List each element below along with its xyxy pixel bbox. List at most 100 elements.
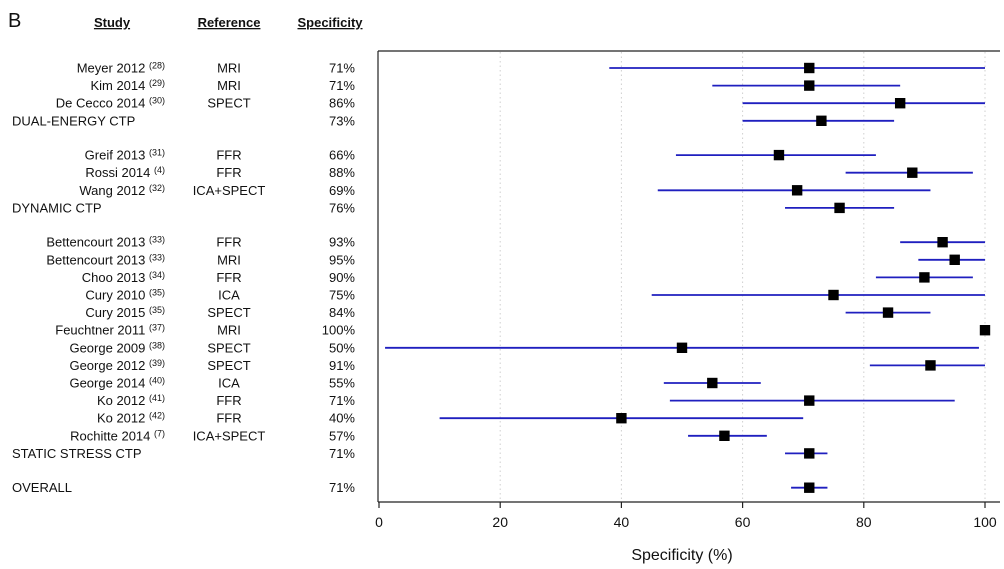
subtotal-row: STATIC STRESS CTP 71% (12, 446, 355, 461)
row-study-label: DUAL-ENERGY CTP (12, 113, 135, 128)
row-study-label: De Cecco 2014 (30) (56, 96, 165, 111)
row-specificity-label: 100% (322, 323, 356, 338)
row-specificity-label: 55% (329, 376, 355, 391)
point-estimate (804, 448, 815, 459)
study-name: Greif 2013 (85, 148, 149, 163)
study-rows: Meyer 2012 (28) MRI 71% Kim 2014 (29) MRI 71%… (12, 61, 355, 496)
row-reference-label: MRI (217, 323, 241, 338)
study-row: Kim 2014 (29) MRI 71% (90, 78, 355, 93)
study-name: Ko 2012 (97, 393, 149, 408)
point-estimate (804, 482, 815, 493)
point-estimate (791, 185, 803, 196)
row-reference-label: MRI (217, 252, 241, 267)
point-estimate (616, 413, 627, 424)
subtotal-row: DYNAMIC CTP 76% (12, 200, 355, 215)
x-tick-label-2: 40 (614, 514, 630, 530)
row-study-label: Ko 2012 (41) (97, 393, 165, 408)
row-study-label: Wang 2012 (32) (79, 183, 165, 198)
row-specificity-label: 75% (329, 288, 355, 303)
reference-number: (31) (149, 148, 165, 158)
row-study-label: George 2012 (39) (69, 358, 165, 373)
row-study-label: STATIC STRESS CTP (12, 446, 142, 461)
study-row: George 2012 (39) SPECT 91% (69, 358, 355, 373)
study-row: Bettencourt 2013 (33) FFR 93% (46, 235, 355, 250)
reference-number: (35) (149, 288, 165, 298)
row-specificity-label: 71% (329, 78, 355, 93)
study-name: George 2009 (69, 340, 149, 355)
row-specificity-label: 90% (329, 270, 355, 285)
ci-and-markers (385, 62, 991, 493)
row-reference-label: FFR (216, 411, 241, 426)
point-estimate (882, 307, 894, 318)
row-study-label: Rochitte 2014 (7) (70, 428, 165, 443)
study-row: Ko 2012 (42) FFR 40% (97, 411, 355, 426)
study-row: George 2009 (38) SPECT 50% (69, 340, 355, 355)
study-row: Wang 2012 (32) ICA+SPECT 69% (79, 183, 355, 198)
x-tick-label-0: 0 (375, 514, 383, 530)
reference-number: (7) (154, 428, 165, 438)
row-reference-label: SPECT (207, 305, 250, 320)
point-estimate (925, 360, 936, 371)
row-study-label: Cury 2015 (35) (85, 305, 165, 320)
row-specificity-label: 71% (329, 393, 355, 408)
row-reference-label: FFR (216, 165, 241, 180)
point-estimate (979, 325, 991, 336)
point-estimate (804, 80, 815, 91)
row-reference-label: SPECT (207, 96, 250, 111)
reference-number: (41) (149, 393, 165, 403)
study-name: Cury 2015 (85, 305, 149, 320)
study-name: Bettencourt 2013 (46, 235, 149, 250)
reference-number: (37) (149, 323, 165, 333)
point-estimate (919, 272, 930, 283)
point-estimate (834, 202, 845, 214)
study-name: De Cecco 2014 (56, 96, 149, 111)
point-estimate (894, 98, 906, 109)
reference-number: (33) (149, 235, 165, 245)
row-specificity-label: 71% (329, 61, 355, 76)
study-row: Greif 2013 (31) FFR 66% (85, 148, 356, 163)
point-estimate (804, 62, 815, 74)
point-estimate (816, 115, 827, 126)
row-study-label: Bettencourt 2013 (33) (46, 252, 165, 267)
study-name: George 2012 (69, 358, 149, 373)
row-study-label: Choo 2013 (34) (82, 270, 165, 285)
panel-label: B (8, 10, 21, 32)
x-tick-label-5: 100 (973, 514, 997, 530)
study-name: Meyer 2012 (77, 61, 149, 76)
row-reference-label: ICA (218, 376, 240, 391)
row-specificity-label: 50% (329, 340, 355, 355)
row-reference-label: FFR (216, 393, 241, 408)
point-estimate (707, 377, 718, 389)
row-specificity-label: 84% (329, 305, 355, 320)
row-specificity-label: 57% (329, 428, 355, 443)
reference-number: (34) (149, 270, 165, 280)
study-name: Feuchtner 2011 (55, 323, 149, 338)
row-reference-label: ICA+SPECT (193, 183, 266, 198)
subtotal-row: OVERALL 71% (12, 480, 355, 495)
reference-number: (35) (149, 305, 165, 315)
study-name: Cury 2010 (85, 288, 149, 303)
row-reference-label: SPECT (207, 340, 250, 355)
point-estimate (828, 289, 839, 301)
header-reference: Reference (198, 15, 261, 30)
point-estimate (949, 254, 960, 265)
study-name: Choo 2013 (82, 270, 149, 285)
x-axis-label: Specificity (%) (631, 547, 732, 564)
x-tick-label-3: 60 (735, 514, 751, 530)
reference-number: (42) (149, 411, 165, 421)
row-specificity-label: 88% (329, 165, 355, 180)
row-specificity-label: 93% (329, 235, 355, 250)
study-row: Ko 2012 (41) FFR 71% (97, 393, 355, 408)
reference-number: (32) (149, 183, 165, 193)
row-reference-label: SPECT (207, 358, 250, 373)
point-estimate (676, 342, 688, 353)
study-name: Kim 2014 (90, 78, 149, 93)
study-name: Rochitte 2014 (70, 428, 154, 443)
header-specificity: Specificity (297, 15, 363, 30)
row-study-label: Greif 2013 (31) (85, 148, 165, 163)
row-study-label: Feuchtner 2011 (37) (55, 323, 165, 338)
row-study-label: OVERALL (12, 480, 72, 495)
study-row: Cury 2010 (35) ICA 75% (85, 288, 355, 303)
row-specificity-label: 71% (329, 480, 355, 495)
study-row: George 2014 (40) ICA 55% (69, 376, 355, 391)
